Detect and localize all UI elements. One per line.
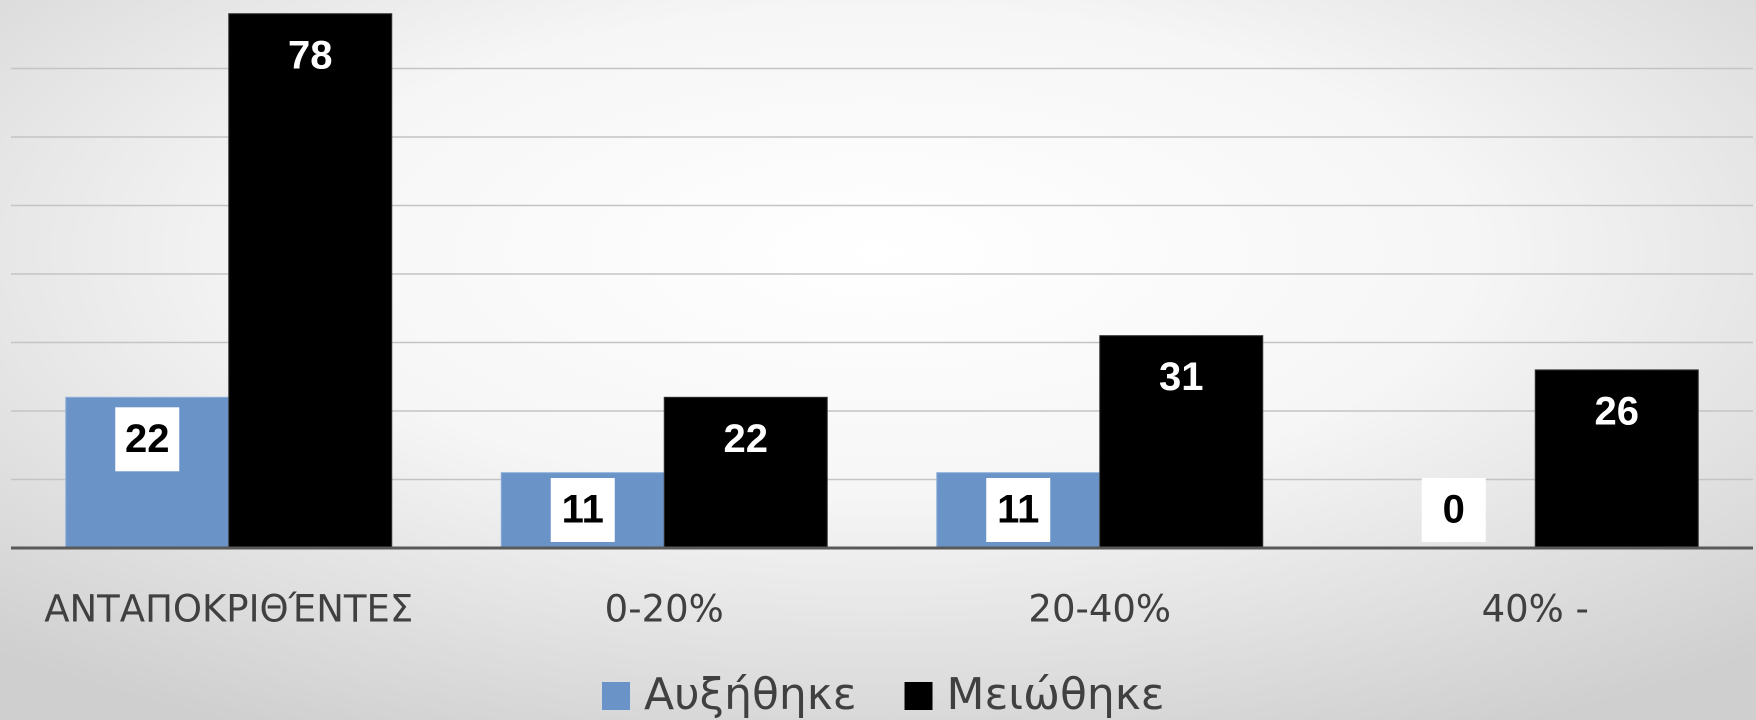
legend-swatch xyxy=(602,682,630,710)
data-label-box xyxy=(550,478,615,542)
x-tick-label: ΑΝΤΑΠΟΚΡΙΘΈΝΤΕΣ xyxy=(44,588,413,631)
data-label: 11 xyxy=(562,488,604,532)
x-tick-label: 40% - xyxy=(1482,588,1589,631)
data-label-box xyxy=(1421,478,1486,542)
data-label: 31 xyxy=(1159,355,1204,399)
data-label: 22 xyxy=(724,417,769,461)
bar xyxy=(1534,369,1699,549)
data-label: 11 xyxy=(997,488,1039,532)
x-tick-label: 0-20% xyxy=(605,588,724,631)
legend-swatch xyxy=(904,682,933,710)
data-label-box xyxy=(986,478,1051,542)
labels: ΑΝΤΑΠΟΚΡΙΘΈΝΤΕΣ 22 78 0-20% 11 22 20-40% 11 31 40… xyxy=(44,33,1639,630)
legend-label: Αυξήθηκε xyxy=(644,669,857,720)
legend: Αυξήθηκε Μειώθηκε xyxy=(602,669,1165,720)
data-label: 26 xyxy=(1595,389,1640,433)
x-tick-label: 20-40% xyxy=(1028,588,1171,631)
data-label: 0 xyxy=(1443,488,1465,532)
bar xyxy=(663,396,828,549)
data-label-box xyxy=(115,407,180,472)
bar xyxy=(228,13,393,549)
data-label: 22 xyxy=(125,417,170,461)
legend-label: Μειώθηκε xyxy=(947,669,1165,720)
data-label: 78 xyxy=(288,33,333,77)
bar xyxy=(1099,335,1264,549)
